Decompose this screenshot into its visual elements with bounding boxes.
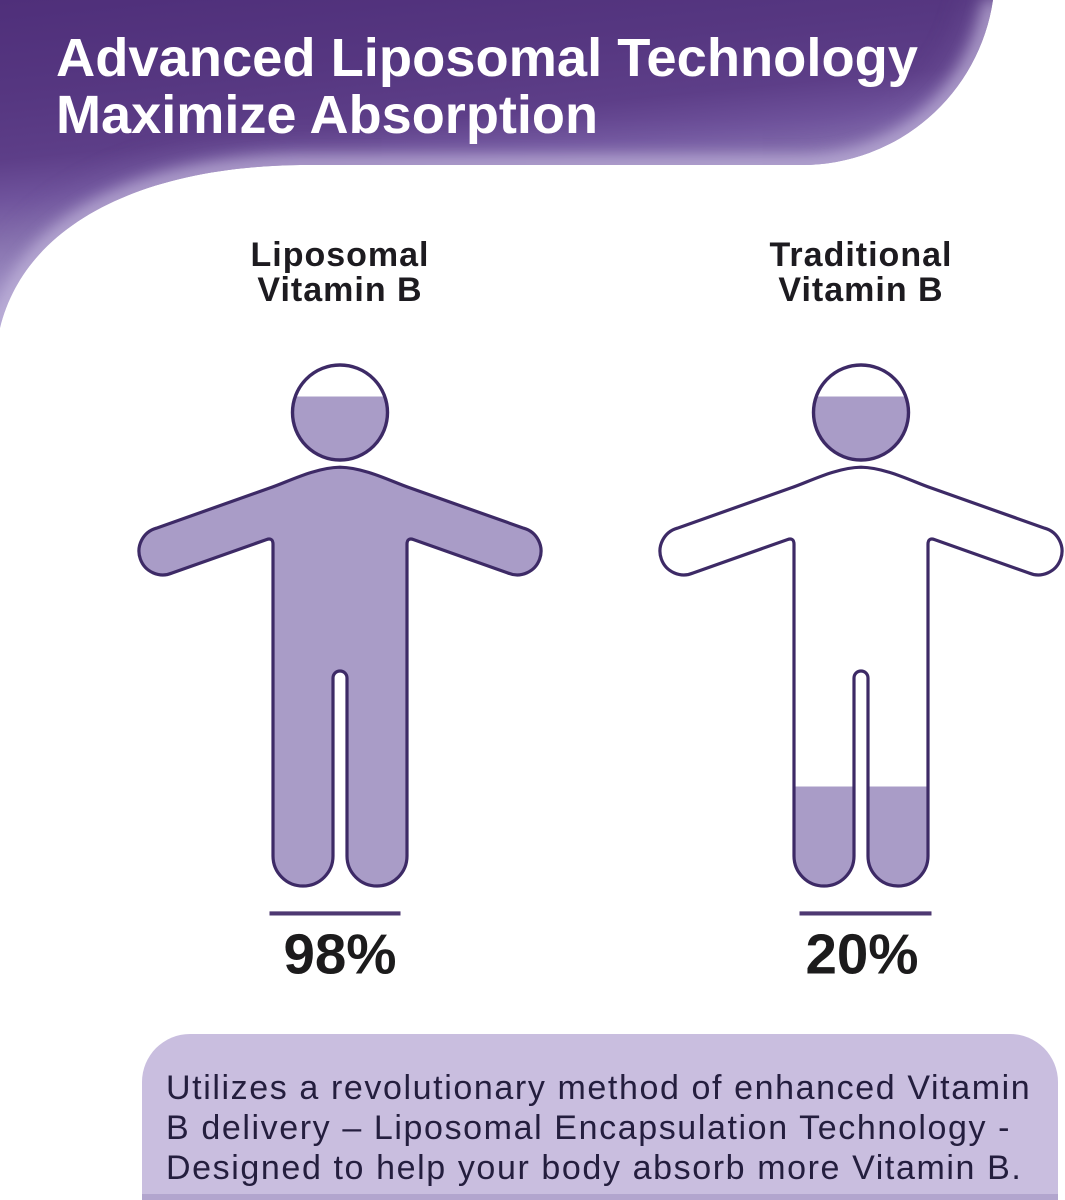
svg-text:Vitamin B: Vitamin B: [257, 271, 422, 309]
svg-text:Advanced Liposomal Technology: Advanced Liposomal Technology: [56, 28, 918, 88]
svg-text:20%: 20%: [805, 923, 918, 986]
svg-text:Vitamin B: Vitamin B: [778, 271, 943, 309]
svg-text:Traditional: Traditional: [770, 236, 953, 274]
svg-text:Liposomal: Liposomal: [250, 236, 429, 274]
svg-text:Designed to help your body abs: Designed to help your body absorb more V…: [166, 1149, 1022, 1187]
svg-text:B delivery – Liposomal Encapsu: B delivery – Liposomal Encapsulation Tec…: [166, 1109, 1011, 1147]
svg-text:98%: 98%: [283, 923, 396, 986]
svg-text:Maximize Absorption: Maximize Absorption: [56, 85, 598, 145]
svg-text:Utilizes a revolutionary metho: Utilizes a revolutionary method of enhan…: [166, 1069, 1031, 1107]
